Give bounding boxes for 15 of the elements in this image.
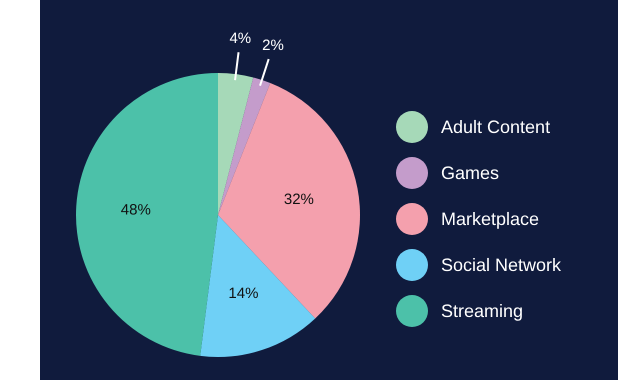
legend-label: Social Network <box>441 254 562 276</box>
pie-slice <box>200 215 316 357</box>
pie-slice <box>76 73 218 356</box>
legend-label: Streaming <box>441 300 524 322</box>
data-label: 4% <box>229 30 252 47</box>
pie-slice <box>218 73 254 215</box>
legend-label: Adult Content <box>441 116 550 138</box>
legend-label: Marketplace <box>441 208 540 230</box>
legend-label: Games <box>441 162 500 184</box>
data-label: 32% <box>284 191 314 208</box>
pie-slice <box>218 82 360 319</box>
data-label: 2% <box>262 37 284 54</box>
data-label: 48% <box>120 201 151 218</box>
data-label: 14% <box>228 284 258 302</box>
pie-slice <box>218 77 270 215</box>
